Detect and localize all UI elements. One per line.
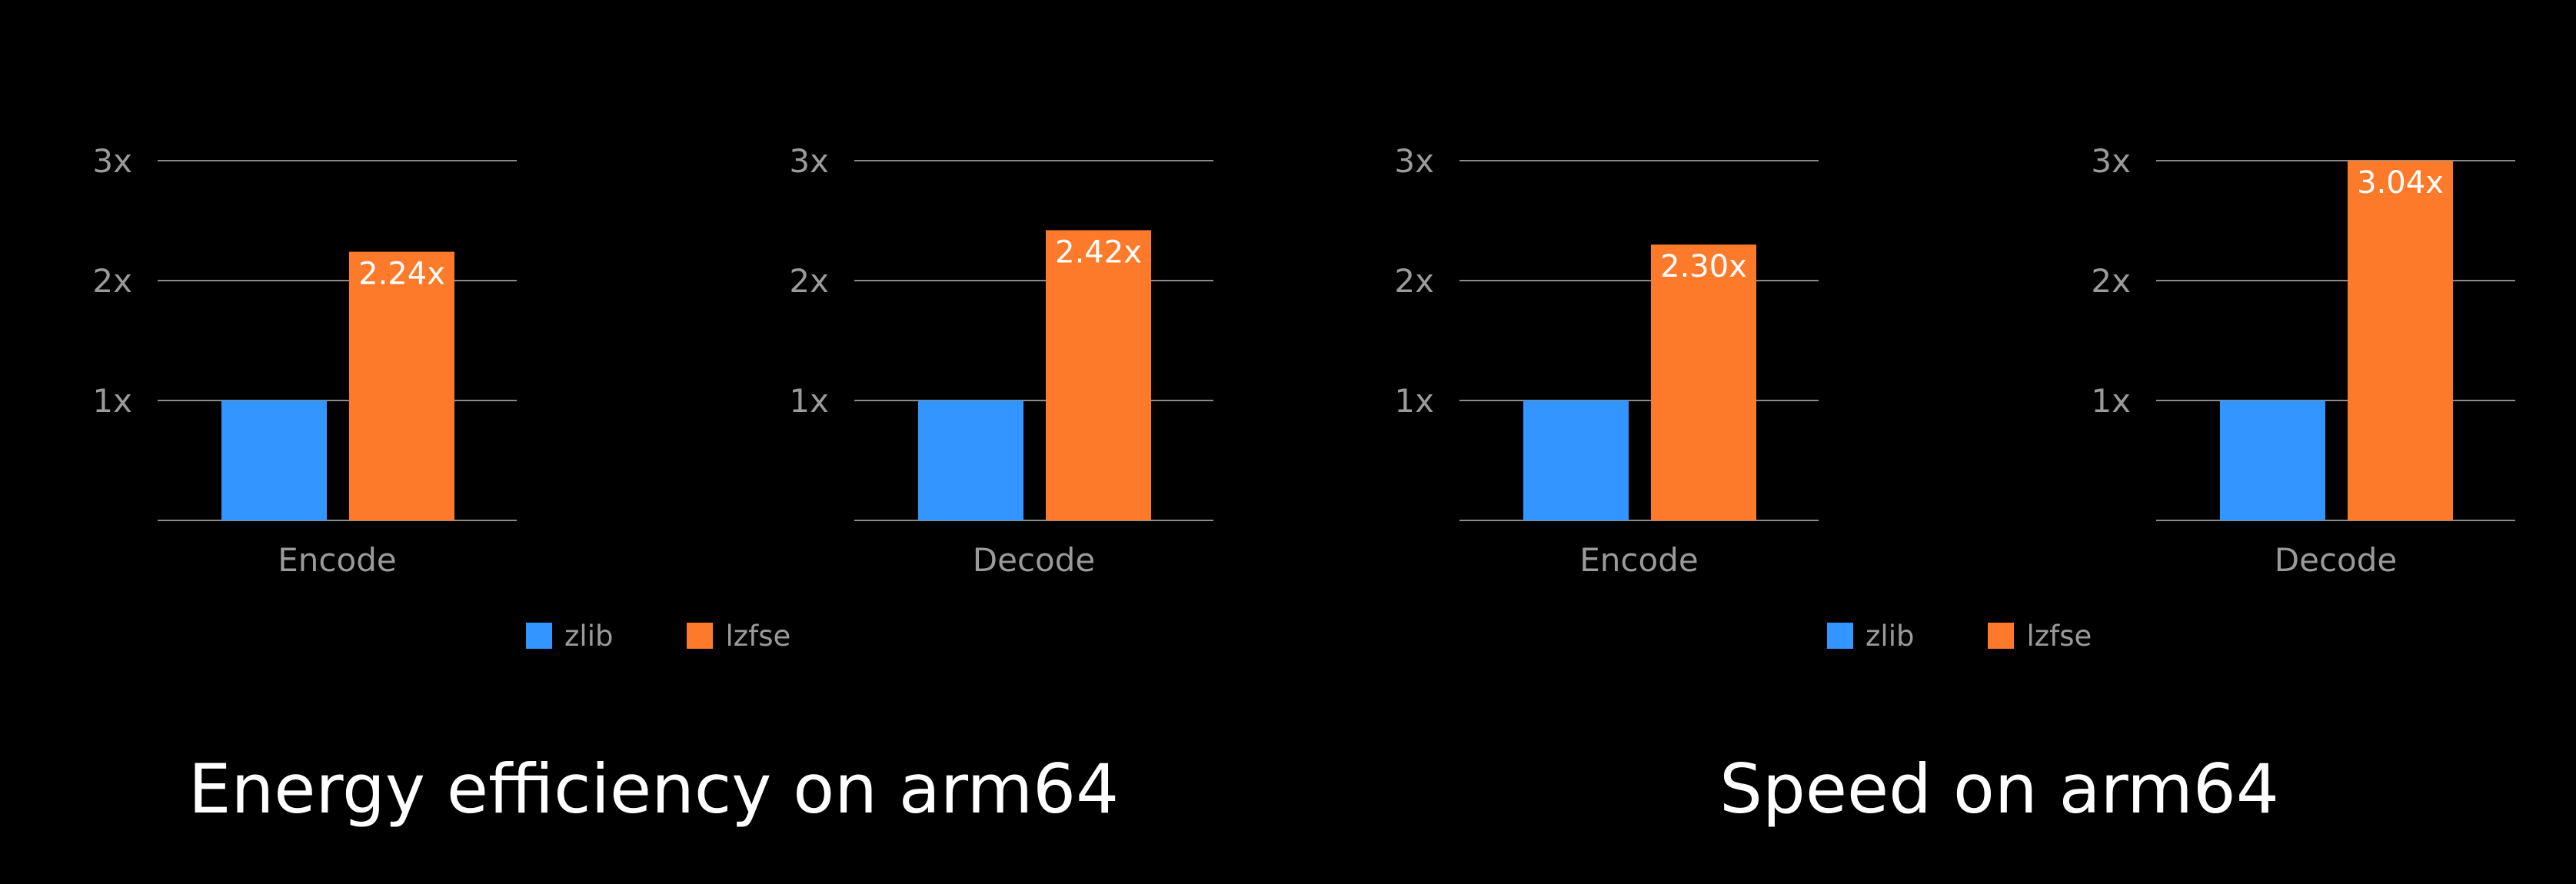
legend-label-zlib: zlib (1865, 619, 1915, 653)
zlib-bar (2220, 400, 2325, 520)
y-tick-label: 3x (2091, 142, 2131, 180)
category-label: Encode (1579, 541, 1698, 579)
energy-decode-chart: 1x 2x 3x 2.42x Decode (789, 142, 1213, 579)
y-tick-label: 2x (92, 262, 132, 300)
category-label: Decode (973, 541, 1095, 579)
energy-efficiency-title: Energy efficiency on arm64 (188, 749, 1120, 829)
category-label: Decode (2275, 541, 2397, 579)
speed-legend: zlib lzfse (1827, 618, 2165, 653)
lzfse-bar (2348, 161, 2453, 520)
legend-label-lzfse: lzfse (2026, 619, 2092, 653)
lzfse-bar (1046, 230, 1151, 520)
data-label: 2.30x (1660, 249, 1747, 284)
data-label: 2.42x (1055, 234, 1142, 270)
y-tick-label: 2x (1394, 262, 1434, 300)
legend-item-zlib: zlib (526, 620, 613, 653)
y-tick-label: 2x (2091, 262, 2131, 300)
legend-item-zlib: zlib (1827, 620, 1914, 653)
zlib-swatch (1827, 623, 1853, 649)
category-label: Encode (278, 541, 396, 579)
y-tick-label: 3x (92, 142, 132, 180)
data-label: 3.04x (2357, 165, 2444, 201)
energy-legend: zlib lzfse (526, 618, 864, 653)
energy-encode-chart: 1x 2x 3x 2.24x Encode (92, 142, 517, 579)
y-tick-label: 2x (789, 262, 829, 300)
zlib-bar (1523, 400, 1629, 520)
y-tick-label: 1x (92, 382, 132, 420)
y-tick-label: 3x (1394, 142, 1434, 180)
y-tick-label: 3x (789, 142, 829, 180)
zlib-swatch (526, 623, 552, 649)
legend-label-zlib: zlib (564, 619, 614, 653)
lzfse-swatch (1988, 623, 2015, 649)
y-tick-label: 1x (789, 382, 829, 420)
y-tick-label: 1x (2091, 382, 2131, 420)
legend-label-lzfse: lzfse (725, 619, 791, 653)
zlib-bar (221, 400, 327, 520)
lzfse-bar (1651, 244, 1756, 520)
data-label: 2.24x (358, 257, 445, 292)
zlib-bar (918, 400, 1023, 520)
y-tick-label: 1x (1394, 382, 1434, 420)
speed-title: Speed on arm64 (1719, 749, 2279, 829)
lzfse-swatch (687, 623, 714, 649)
lzfse-bar (349, 251, 454, 520)
speed-encode-chart: 1x 2x 3x 2.30x Encode (1394, 142, 1819, 579)
legend-item-lzfse: lzfse (1988, 620, 2092, 653)
legend-item-lzfse: lzfse (687, 620, 790, 653)
speed-decode-chart: 1x 2x 3x 3.04x Decode (2091, 142, 2515, 579)
